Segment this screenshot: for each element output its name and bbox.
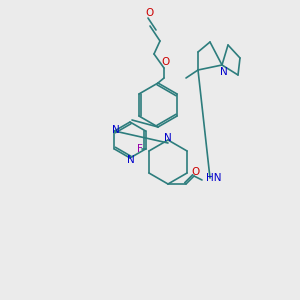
Text: O: O — [146, 8, 154, 18]
Text: F: F — [137, 144, 142, 154]
Text: N: N — [220, 67, 228, 77]
Text: HN: HN — [206, 173, 221, 183]
Text: N: N — [112, 125, 119, 135]
Text: N: N — [127, 155, 135, 165]
Text: O: O — [192, 167, 200, 177]
Text: O: O — [162, 57, 170, 67]
Text: N: N — [164, 133, 172, 143]
